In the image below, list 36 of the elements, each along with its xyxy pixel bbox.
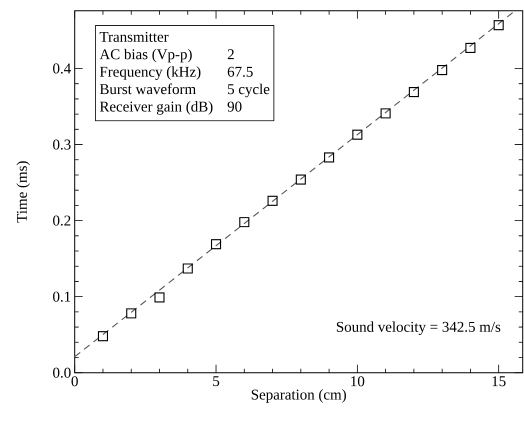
- annotation: 2: [228, 49, 234, 60]
- annotation: Frequency (kHz): [100, 66, 200, 80]
- annotation: AC bias (Vp-p): [100, 48, 192, 62]
- x-tick-label: 0: [72, 376, 78, 386]
- annotation: Burst waveform: [100, 84, 196, 94]
- y-tick-label: 0.0: [53, 368, 71, 378]
- point: [465, 42, 476, 54]
- annotation: 5 cycle: [228, 84, 270, 98]
- point: [380, 108, 391, 118]
- point: [494, 20, 504, 30]
- point: [239, 217, 250, 228]
- annotation: Sound velocity = 342.5 m/s: [336, 321, 500, 335]
- point: [182, 263, 193, 274]
- y-axis-title: Time (ms): [16, 161, 30, 223]
- point: [437, 64, 448, 76]
- point: [126, 308, 136, 318]
- point: [352, 130, 362, 140]
- y-tick-label: 0.4: [53, 63, 71, 74]
- point: [98, 331, 108, 342]
- annotation: Transmitter: [100, 32, 169, 42]
- point: [324, 152, 334, 163]
- point: [408, 87, 419, 98]
- y-tick-label: 0.3: [53, 139, 71, 150]
- x-tick-label: 15: [492, 376, 506, 386]
- point: [210, 239, 222, 250]
- x-tick-label: 10: [351, 376, 364, 386]
- annotation: 90: [228, 102, 242, 112]
- x-axis-title: Separation (cm): [252, 389, 346, 403]
- point: [296, 174, 306, 185]
- point: [154, 292, 165, 302]
- annotation: Receiver gain (dB): [100, 101, 212, 115]
- annotation: 67.5: [228, 66, 253, 77]
- y-tick-label: 0.2: [53, 216, 70, 226]
- y-tick-label: 0.1: [53, 292, 70, 302]
- x-tick-label: 5: [213, 376, 220, 386]
- point: [268, 196, 278, 206]
